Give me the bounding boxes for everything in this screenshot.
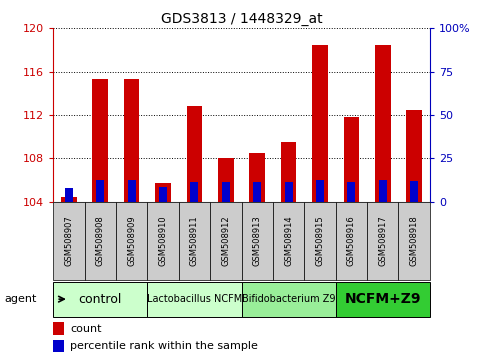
Text: GSM508912: GSM508912: [221, 215, 230, 266]
Text: GSM508915: GSM508915: [315, 215, 325, 266]
Bar: [159, 187, 167, 202]
Bar: [218, 159, 234, 202]
Bar: [242, 202, 273, 280]
Bar: [210, 202, 242, 280]
Bar: [284, 182, 293, 202]
Bar: [147, 282, 242, 316]
Bar: [147, 202, 179, 280]
Bar: [336, 202, 367, 280]
Bar: [96, 180, 104, 202]
Bar: [116, 202, 147, 280]
Bar: [253, 182, 261, 202]
Bar: [406, 110, 422, 202]
Bar: [398, 202, 430, 280]
Bar: [53, 322, 64, 335]
Bar: [128, 180, 136, 202]
Bar: [242, 282, 336, 316]
Text: GSM508908: GSM508908: [96, 215, 105, 266]
Bar: [379, 180, 387, 202]
Text: NCFM+Z9: NCFM+Z9: [344, 292, 421, 306]
Bar: [410, 181, 418, 202]
Text: Bifidobacterium Z9: Bifidobacterium Z9: [242, 294, 335, 304]
Bar: [53, 282, 147, 316]
Bar: [312, 45, 328, 202]
Title: GDS3813 / 1448329_at: GDS3813 / 1448329_at: [161, 12, 322, 26]
Text: GSM508914: GSM508914: [284, 215, 293, 266]
Bar: [124, 79, 140, 202]
Bar: [273, 202, 304, 280]
Bar: [61, 198, 77, 202]
Bar: [222, 182, 230, 202]
Bar: [155, 183, 171, 202]
Text: agent: agent: [5, 294, 37, 304]
Bar: [53, 340, 64, 352]
Text: GSM508911: GSM508911: [190, 215, 199, 266]
Text: Lactobacillus NCFM: Lactobacillus NCFM: [147, 294, 242, 304]
Bar: [281, 142, 297, 202]
Text: GSM508917: GSM508917: [378, 215, 387, 266]
Bar: [92, 79, 108, 202]
Bar: [304, 202, 336, 280]
Text: GSM508918: GSM508918: [410, 215, 419, 266]
Bar: [316, 180, 324, 202]
Bar: [347, 182, 355, 202]
Text: percentile rank within the sample: percentile rank within the sample: [70, 341, 258, 351]
Bar: [179, 202, 210, 280]
Text: count: count: [70, 324, 101, 333]
Bar: [375, 45, 391, 202]
Bar: [367, 202, 398, 280]
Text: GSM508913: GSM508913: [253, 215, 262, 266]
Bar: [249, 153, 265, 202]
Text: GSM508909: GSM508909: [127, 215, 136, 266]
Text: GSM508910: GSM508910: [158, 215, 168, 266]
Text: GSM508916: GSM508916: [347, 215, 356, 266]
Text: GSM508907: GSM508907: [64, 215, 73, 266]
Bar: [336, 282, 430, 316]
Bar: [65, 188, 73, 202]
Bar: [186, 107, 202, 202]
Bar: [85, 202, 116, 280]
Text: control: control: [79, 293, 122, 306]
Bar: [343, 117, 359, 202]
Bar: [190, 182, 199, 202]
Bar: [53, 202, 85, 280]
